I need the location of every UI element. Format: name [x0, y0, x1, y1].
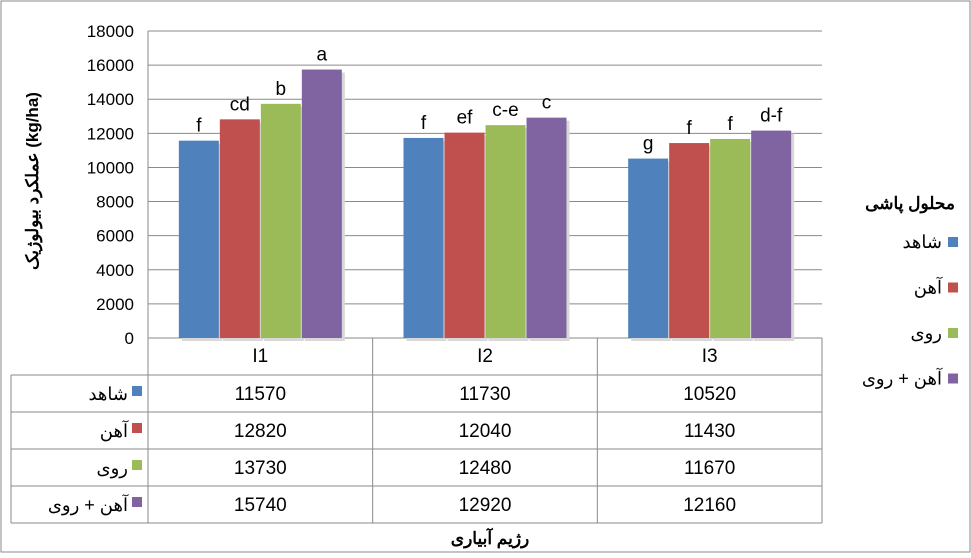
bar: [710, 138, 751, 338]
table-cell-value: 10520: [683, 384, 736, 405]
legend-swatch: [948, 282, 958, 293]
y-tick-label: 2000: [96, 295, 134, 314]
table-cell-value: 11570: [235, 384, 286, 405]
table-cell-value: 11670: [684, 458, 735, 479]
table-cell-value: 12920: [459, 495, 512, 516]
table-cell-value: 15740: [234, 495, 287, 516]
table-cell-value: 12160: [683, 495, 736, 516]
bar: [444, 132, 485, 338]
table-row-key: [132, 386, 142, 396]
x-tick-label: I3: [702, 346, 718, 367]
y-tick-label: 8000: [96, 193, 134, 212]
significance-letter: f: [728, 114, 734, 135]
table-cell-value: 11730: [459, 384, 510, 405]
significance-letter: cd: [230, 94, 250, 115]
table-row-key: [132, 497, 142, 507]
y-tick-label: 18000: [87, 22, 134, 41]
significance-letter: c-e: [492, 100, 518, 121]
y-tick-label: 14000: [87, 90, 134, 109]
significance-letter: c: [542, 93, 552, 114]
significance-letter: g: [643, 134, 654, 155]
x-tick-label: I2: [477, 346, 493, 367]
significance-letter: a: [317, 45, 328, 66]
bar: [485, 125, 526, 338]
table-row-key: [132, 423, 142, 433]
y-tick-label: 4000: [96, 261, 134, 280]
bar: [403, 137, 444, 338]
table-cell-value: 13730: [234, 458, 287, 479]
bar: [751, 130, 792, 338]
legend-label: شاهد: [902, 232, 942, 252]
bar: [526, 117, 567, 339]
y-tick-label: 16000: [87, 56, 134, 75]
y-axis-label: عملکرد بیولوژیک (kg/ha): [23, 92, 43, 270]
bar: [219, 119, 260, 338]
y-tick-label: 10000: [87, 158, 134, 177]
x-axis-label: رژیم آبیاری: [451, 527, 529, 549]
table-cell-value: 11430: [684, 421, 735, 442]
significance-letter: f: [196, 116, 202, 137]
significance-letter: f: [421, 113, 427, 134]
bar: [301, 69, 342, 338]
legend-title: محلول پاشی: [865, 194, 955, 214]
x-tick-label: I1: [252, 346, 268, 367]
significance-letter: f: [687, 118, 693, 139]
legend-swatch: [948, 237, 958, 247]
table-row-key: [132, 460, 142, 470]
table-row-header: شاهد: [88, 384, 128, 404]
bar: [628, 158, 669, 338]
y-tick-label: 0: [125, 329, 134, 348]
bar: [669, 143, 710, 338]
table-row-header: آهن + روی: [48, 494, 129, 516]
table-row-header: آهن: [100, 420, 129, 442]
table-cell-value: 12820: [234, 421, 287, 442]
legend-label: آهن: [914, 277, 943, 299]
table-cell-value: 12480: [459, 458, 512, 479]
significance-letter: d-f: [760, 106, 783, 127]
legend-label: آهن + روی: [862, 368, 943, 390]
y-tick-label: 6000: [96, 227, 134, 246]
legend-label: روی: [911, 323, 942, 344]
y-tick-label: 12000: [87, 124, 134, 143]
significance-letter: b: [276, 79, 287, 100]
bar: [260, 103, 301, 338]
legend-swatch: [948, 373, 958, 384]
table-cell-value: 12040: [459, 421, 512, 442]
legend-swatch: [948, 328, 958, 338]
table-row-header: روی: [97, 458, 128, 479]
bar: [178, 140, 219, 338]
significance-letter: ef: [457, 108, 474, 129]
